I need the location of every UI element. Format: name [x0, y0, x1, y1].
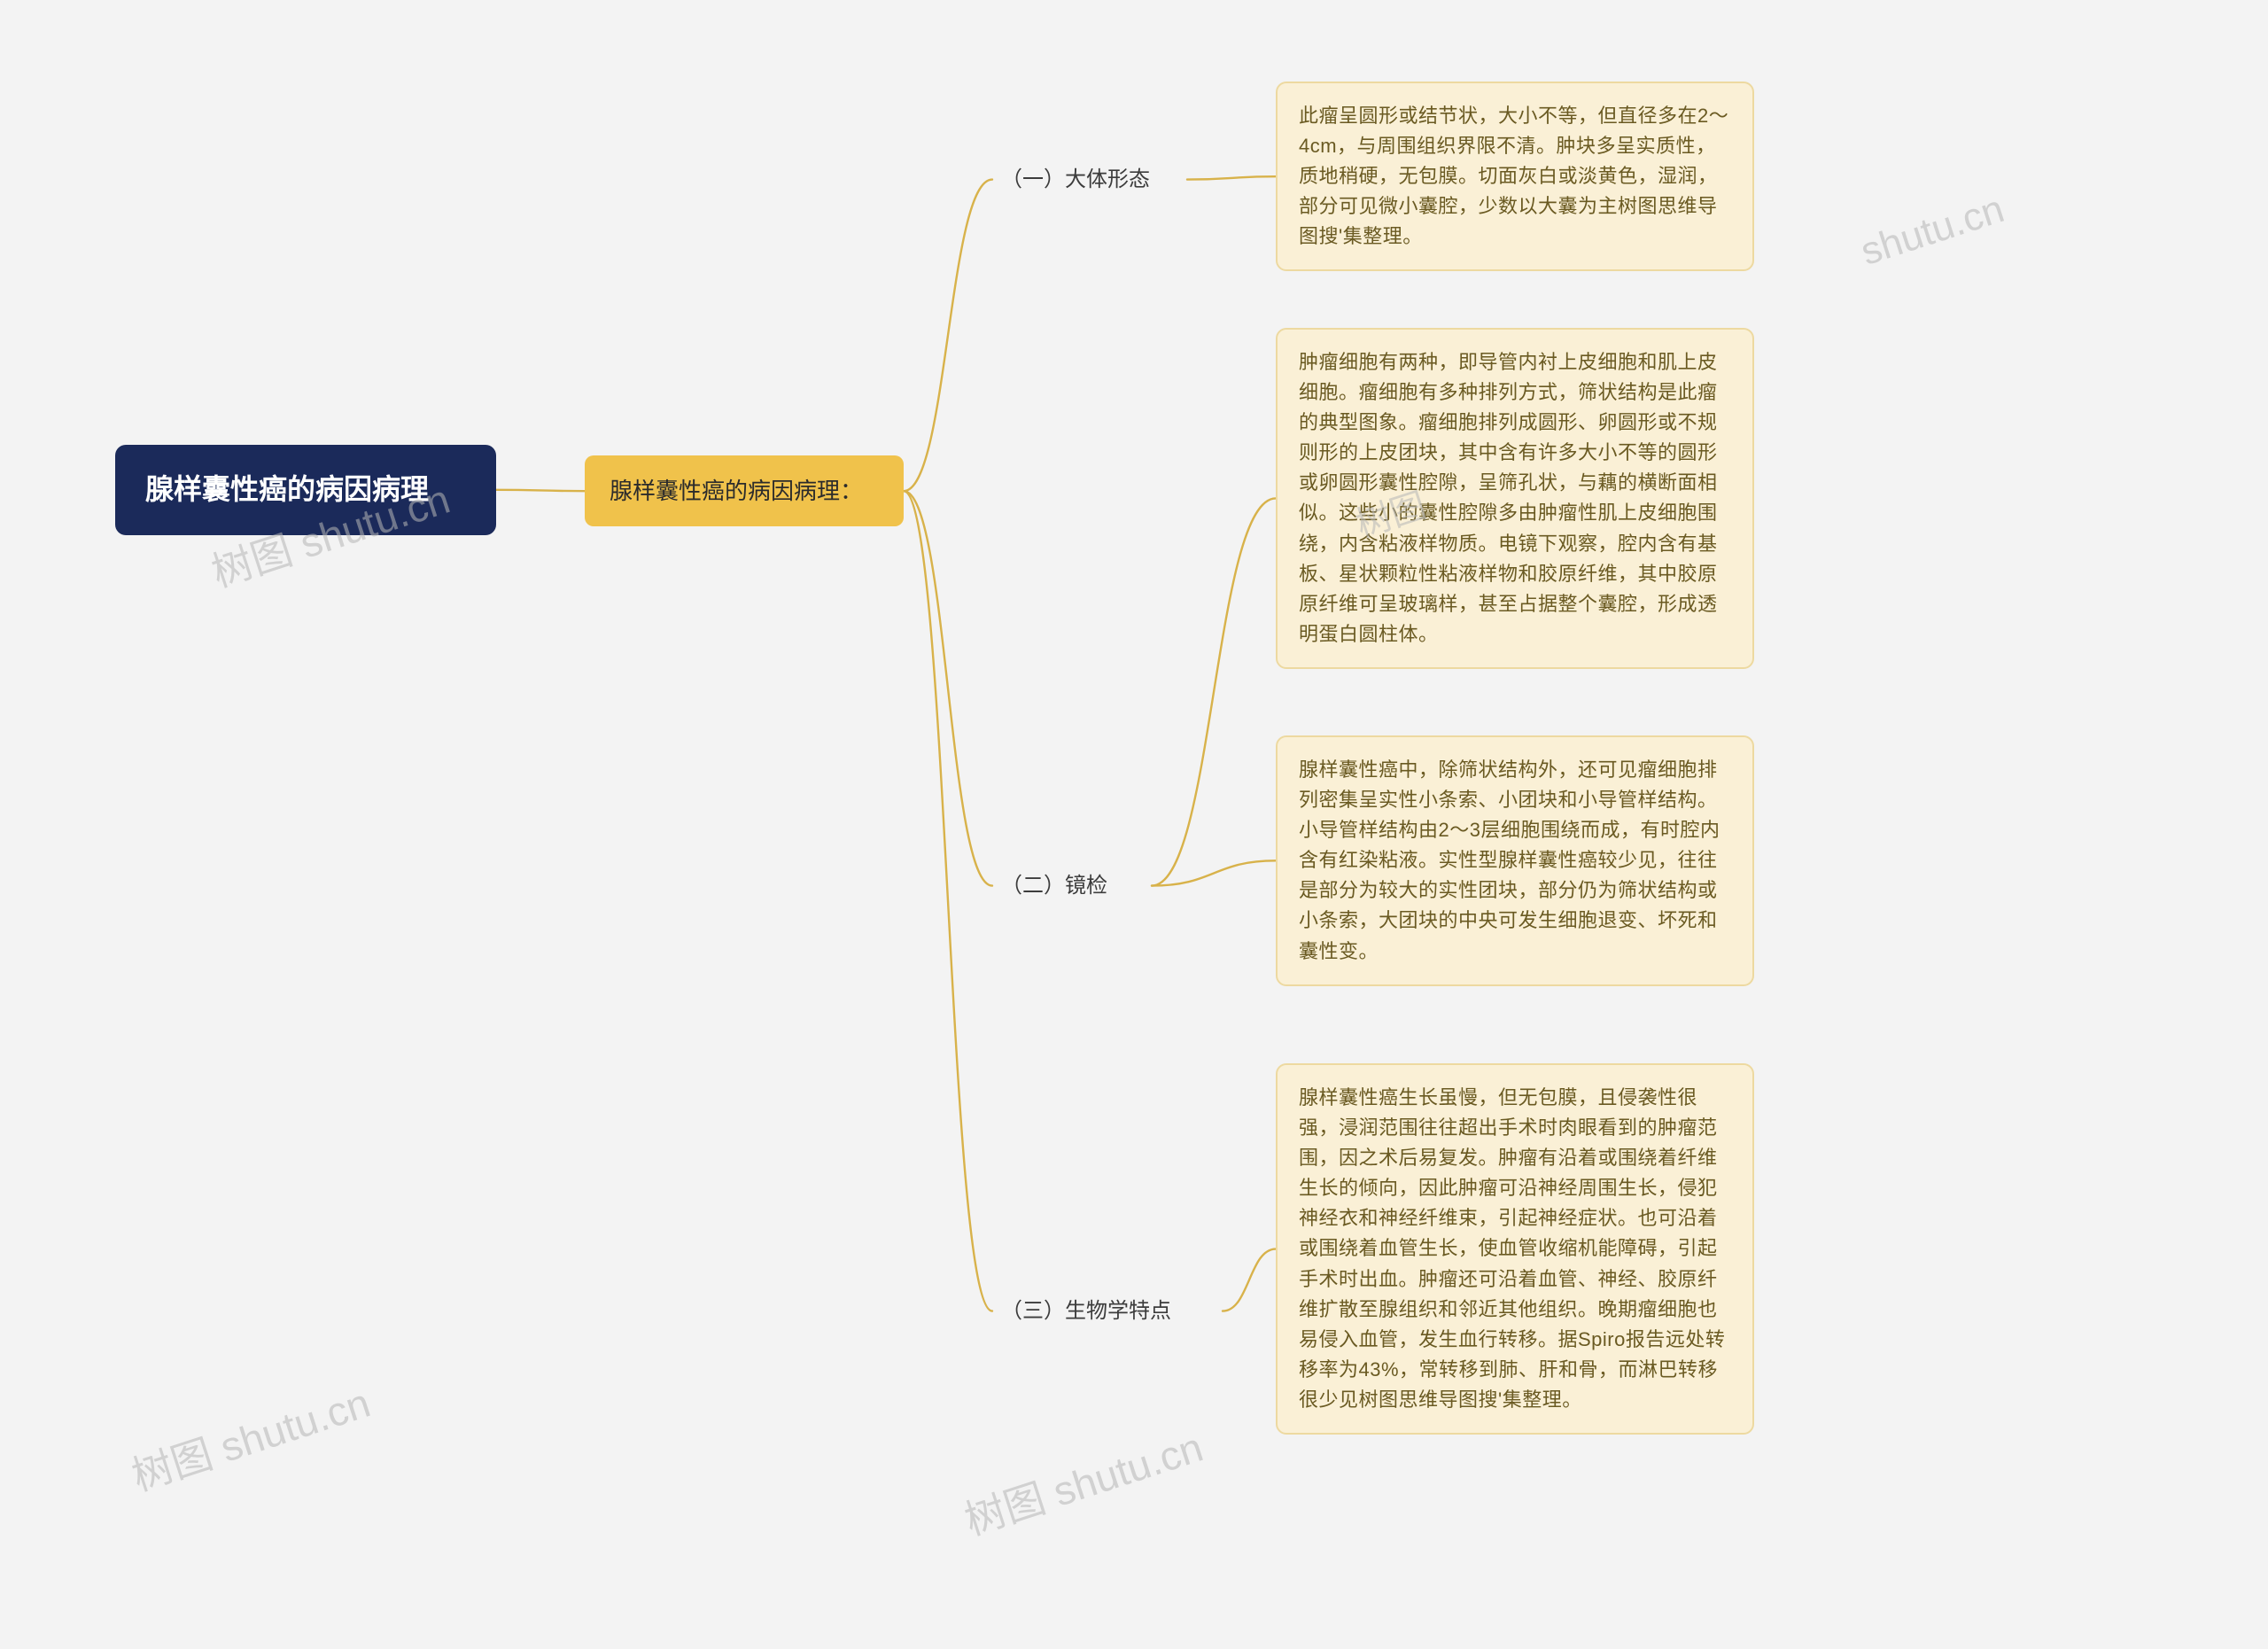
heading-text: （一）大体形态 [1001, 167, 1150, 191]
connector-layer [0, 0, 2268, 1649]
leaf-node-2a: 肿瘤细胞有两种，即导管内衬上皮细胞和肌上皮细胞。瘤细胞有多种排列方式，筛状结构是… [1276, 328, 1754, 669]
leaf-text: 此瘤呈圆形或结节状，大小不等，但直径多在2～4cm，与周围组织界限不清。肿块多呈… [1299, 105, 1728, 247]
level1-label: 腺样囊性癌的病因病理： [610, 478, 863, 504]
heading-text: （二）镜检 [1001, 874, 1107, 898]
watermark-text: 树图 shutu.cn [957, 1415, 1209, 1547]
section-heading-1: （一）大体形态 [992, 158, 1187, 201]
leaf-node-3: 腺样囊性癌生长虽慢，但无包膜，且侵袭性很强，浸润范围往往超出手术时肉眼看到的肿瘤… [1276, 1063, 1754, 1435]
leaf-node-1: 此瘤呈圆形或结节状，大小不等，但直径多在2～4cm，与周围组织界限不清。肿块多呈… [1276, 82, 1754, 271]
heading-text: （三）生物学特点 [1001, 1299, 1171, 1323]
root-label: 腺样囊性癌的病因病理 [145, 473, 429, 505]
leaf-text: 腺样囊性癌生长虽慢，但无包膜，且侵袭性很强，浸润范围往往超出手术时肉眼看到的肿瘤… [1299, 1086, 1725, 1411]
mindmap-stage: 腺样囊性癌的病因病理 腺样囊性癌的病因病理： （一）大体形态 （二）镜检 （三）… [0, 0, 2268, 1649]
watermark-text: 树图 shutu.cn [124, 1371, 377, 1503]
level1-node: 腺样囊性癌的病因病理： [585, 455, 904, 526]
leaf-text: 肿瘤细胞有两种，即导管内衬上皮细胞和肌上皮细胞。瘤细胞有多种排列方式，筛状结构是… [1299, 351, 1718, 645]
leaf-text: 腺样囊性癌中，除筛状结构外，还可见瘤细胞排列密集呈实性小条索、小团块和小导管样结… [1299, 758, 1720, 962]
watermark-text: shutu.cn [1856, 187, 2010, 275]
root-node: 腺样囊性癌的病因病理 [115, 445, 496, 535]
leaf-node-2b: 腺样囊性癌中，除筛状结构外，还可见瘤细胞排列密集呈实性小条索、小团块和小导管样结… [1276, 735, 1754, 986]
section-heading-2: （二）镜检 [992, 864, 1152, 907]
section-heading-3: （三）生物学特点 [992, 1289, 1223, 1333]
